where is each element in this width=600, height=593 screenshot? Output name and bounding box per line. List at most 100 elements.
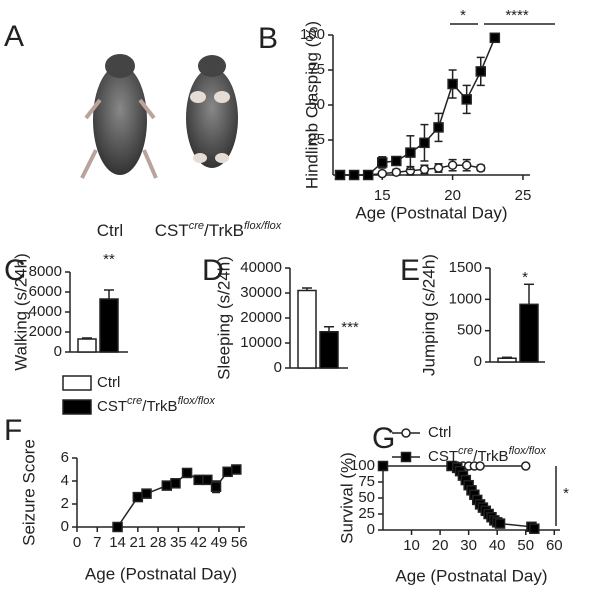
bar [497,357,517,363]
x-tick-label: 30 [460,537,477,554]
point [193,474,204,486]
point [494,518,506,529]
x-tick-label: 25 [515,187,532,204]
y-tick-label: 0 [61,518,69,535]
legend-marker [401,428,411,438]
x-tick-label: 20 [432,537,449,554]
text-part: /TrkB [473,448,508,465]
significance: * [522,269,528,286]
legend-swatch [62,375,92,391]
bar [99,298,119,353]
bar [77,338,97,353]
point [170,478,181,489]
text-part: flox/flox [178,395,216,407]
x-tick-label: 50 [517,537,534,554]
y-axis-label: Walking (s/24h) [11,253,30,370]
x-axis-label: Age (Postnatal Day) [355,203,507,222]
y-tick-label: 4 [61,472,69,489]
point [141,488,152,499]
y-tick-label: 50 [308,96,325,113]
point [475,66,486,77]
x-tick-label: 7 [93,534,101,551]
x-tick-label: 20 [444,187,461,204]
legend-label: Ctrl [97,374,120,391]
x-tick-label: 14 [109,534,126,551]
point [181,467,193,479]
text-part: Ctrl [97,221,123,240]
y-axis-label: Seizure Score [19,439,38,546]
x-axis-label: Age (Postnatal Day) [395,566,547,585]
significance: ** [103,251,115,268]
point [132,491,144,503]
x-tick-label: 10 [403,537,420,554]
y-tick-label: 0 [474,353,482,370]
image-label: Ctrl [97,221,123,240]
y-tick-label: 100 [350,457,375,474]
y-tick-label: 25 [308,131,325,148]
y-tick-label: 0 [54,343,62,360]
y-tick-label: 6 [61,449,69,466]
y-tick-label: 25 [358,505,375,522]
text-part: flox/flox [244,220,282,232]
legend-label: CSTcre/TrkBflox/flox [428,445,546,465]
x-tick-label: 21 [129,534,146,551]
significance: *** [341,319,359,336]
legend-swatch [62,399,92,415]
point [433,122,444,133]
series-line [340,37,496,176]
point [202,474,213,486]
y-tick-label: 1500 [449,259,482,276]
point [520,461,531,471]
legend-marker [400,451,412,463]
text-part: CST [155,221,189,240]
significance: * [563,485,569,502]
point [419,164,430,175]
significance: **** [505,7,529,24]
panel-letter: D [202,254,224,287]
image-label: CSTcre/TrkBflox/flox [155,220,282,241]
panel-letter: B [258,22,278,55]
y-tick-label: 6000 [29,283,62,300]
x-tick-label: 40 [489,537,506,554]
text-part: /TrkB [142,398,177,415]
y-axis-label: Jumping (s/24h) [419,254,438,376]
y-tick-label: 4000 [29,303,62,320]
x-tick-label: 60 [546,537,563,554]
text-part: CST [97,398,127,415]
x-tick-label: 0 [73,534,81,551]
panel-letter: F [4,414,22,447]
y-tick-label: 50 [358,489,375,506]
significance: * [460,7,466,24]
y-tick-label: 1000 [449,290,482,307]
y-tick-label: 0 [274,359,282,376]
point [391,167,402,177]
x-tick-label: 42 [190,534,207,551]
y-tick-label: 8000 [29,263,62,280]
point [461,160,472,170]
point [391,155,402,167]
point [348,169,360,181]
text-part: flox/flox [509,445,547,457]
point [377,460,389,472]
point [405,147,416,158]
y-tick-label: 75 [358,473,375,490]
text-part: cre [127,395,142,407]
x-axis-label: Age (Postnatal Day) [85,564,237,583]
panel-letter: E [400,254,420,287]
y-axis-label: Survival (%) [337,452,356,544]
y-tick-label: 75 [308,61,325,78]
text-part: /TrkB [204,221,244,240]
point [529,523,540,534]
point [362,169,374,181]
point [476,163,486,173]
point [161,480,173,491]
mouse-knockout [186,55,238,168]
y-tick-label: 100 [300,26,325,43]
text-part: cre [189,220,204,232]
point [447,78,458,90]
point [433,163,444,173]
text-part: CST [428,448,458,465]
y-tick-label: 2000 [29,323,62,340]
